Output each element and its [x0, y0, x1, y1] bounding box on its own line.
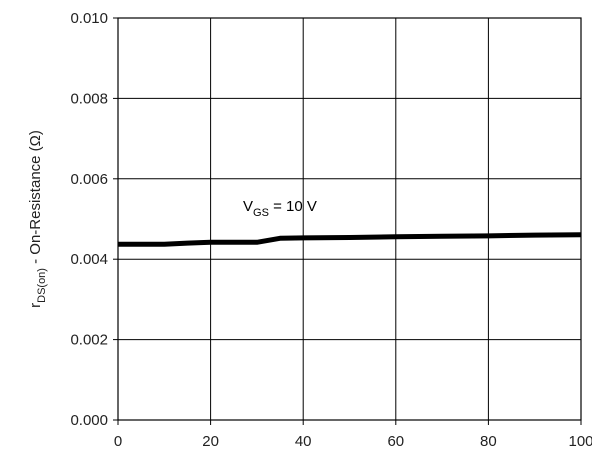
- y-axis-ticks: 0.000 0.002 0.004 0.006 0.008 0.010: [70, 10, 118, 429]
- annotation-rest: = 10 V: [269, 198, 317, 215]
- y-tick-label: 0.002: [70, 332, 108, 349]
- x-tick-label: 80: [480, 433, 497, 450]
- x-tick-label: 20: [202, 433, 219, 450]
- x-tick-label: 100: [568, 433, 592, 450]
- grid: [118, 18, 581, 420]
- y-tick-label: 0.010: [70, 10, 108, 27]
- ylabel-subscript: DS(on): [36, 268, 48, 303]
- series-line: [118, 232, 582, 247]
- vgs-annotation: VGS = 10 V: [243, 198, 317, 219]
- x-axis-ticks: 0 20 40 60 80 100: [114, 420, 592, 450]
- x-tick-label: 60: [387, 433, 404, 450]
- ylabel-main: r: [27, 303, 44, 308]
- y-axis-label: rDS(on) - On-Resistance (Ω): [27, 130, 48, 308]
- y-tick-label: 0.000: [70, 412, 108, 429]
- ylabel-rest: - On-Resistance (Ω): [27, 130, 44, 268]
- y-tick-label: 0.008: [70, 90, 108, 107]
- annotation-main: V: [243, 198, 253, 215]
- annotation-subscript: GS: [253, 207, 269, 219]
- x-tick-label: 40: [295, 433, 312, 450]
- plot-frame: [117, 17, 582, 421]
- y-tick-label: 0.004: [70, 251, 108, 268]
- x-tick-label: 0: [114, 433, 122, 450]
- y-tick-label: 0.006: [70, 171, 108, 188]
